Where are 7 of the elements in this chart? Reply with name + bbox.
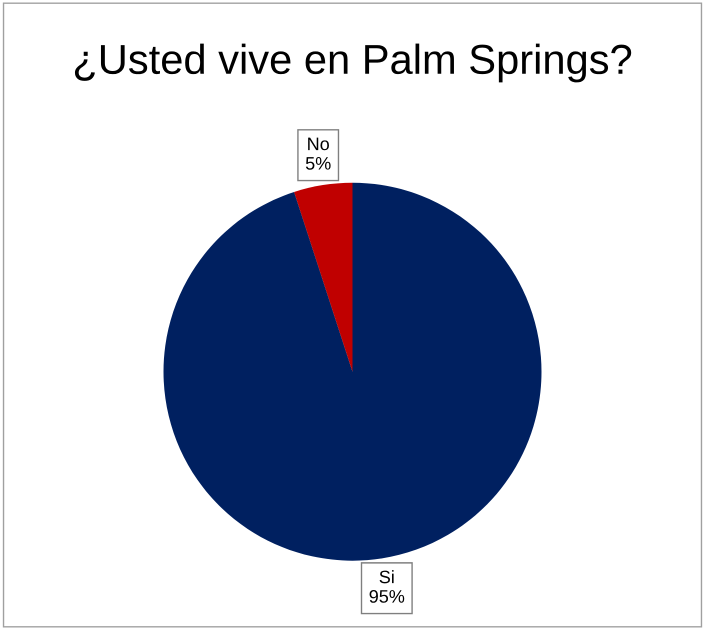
pie-slice — [164, 182, 542, 561]
slice-label: No — [308, 138, 329, 150]
slice-label: Si — [380, 570, 394, 584]
data-label: 5% — [306, 157, 331, 170]
data-label: 95% — [370, 590, 404, 603]
pie-slice — [294, 182, 352, 372]
chart-title: ¿Usted vive en Palm Springs? — [74, 44, 632, 82]
